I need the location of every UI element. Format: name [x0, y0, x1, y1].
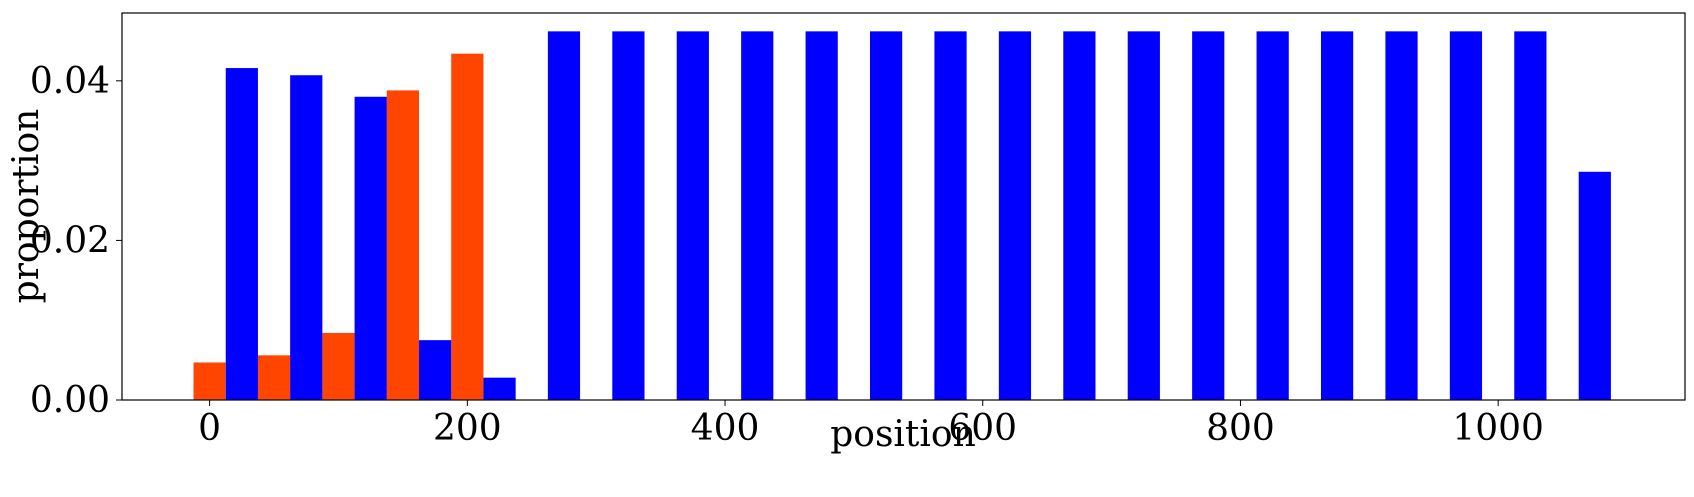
x-tick-label-0: 0 [198, 408, 221, 449]
bar-series2-125 [354, 96, 387, 400]
x-axis-ticks: 0 200 400 600 800 1000 [198, 400, 1544, 449]
bar-series2-925 [1385, 31, 1418, 400]
bar-series2-875 [1320, 31, 1354, 400]
bar-series1-200 [451, 53, 484, 400]
y-axis-ticks: 0.00 0.02 0.04 [30, 61, 122, 421]
bar-series2-525 [870, 31, 903, 400]
bar-series2-675 [1063, 31, 1096, 400]
bar-series2-475 [805, 31, 838, 400]
y-axis-label: proportion [6, 109, 47, 304]
bar-series2-1075 [1578, 171, 1611, 400]
y-tick-label-1: 0.02 [30, 220, 110, 261]
bar-series2-825 [1256, 31, 1289, 400]
plot-frame [121, 12, 1686, 401]
bar-series2-275 [547, 31, 581, 400]
x-tick-label-600: 600 [948, 408, 1017, 449]
bar-series2-375 [676, 31, 709, 400]
bar-series2-425 [741, 31, 774, 400]
x-tick-label-400: 400 [691, 408, 760, 449]
bar-series2-575 [934, 31, 967, 400]
bars-layer [193, 31, 1611, 401]
bar-series2-75 [290, 75, 323, 401]
bar-series2-175 [419, 340, 452, 400]
bar-series1-100 [322, 332, 355, 400]
y-tick-label-2: 0.04 [30, 61, 110, 102]
bar-series1-50 [257, 355, 291, 400]
bar-series2-325 [612, 31, 645, 400]
bar-series2-1025 [1514, 31, 1547, 400]
x-tick-label-800: 800 [1206, 408, 1275, 449]
bar-series1-0 [193, 362, 226, 400]
bar-series2-975 [1449, 31, 1483, 400]
bar-series2-25 [225, 68, 258, 400]
bar-series2-725 [1127, 31, 1160, 400]
bar-series1-150 [386, 90, 420, 401]
y-tick-label-0: 0.00 [30, 380, 110, 421]
bar-series2-775 [1192, 31, 1225, 400]
x-axis-label: position [830, 414, 976, 455]
x-tick-label-1000: 1000 [1452, 408, 1544, 449]
bar-series2-625 [998, 31, 1032, 400]
x-tick-label-200: 200 [433, 408, 502, 449]
bar-series2-225 [483, 377, 516, 400]
